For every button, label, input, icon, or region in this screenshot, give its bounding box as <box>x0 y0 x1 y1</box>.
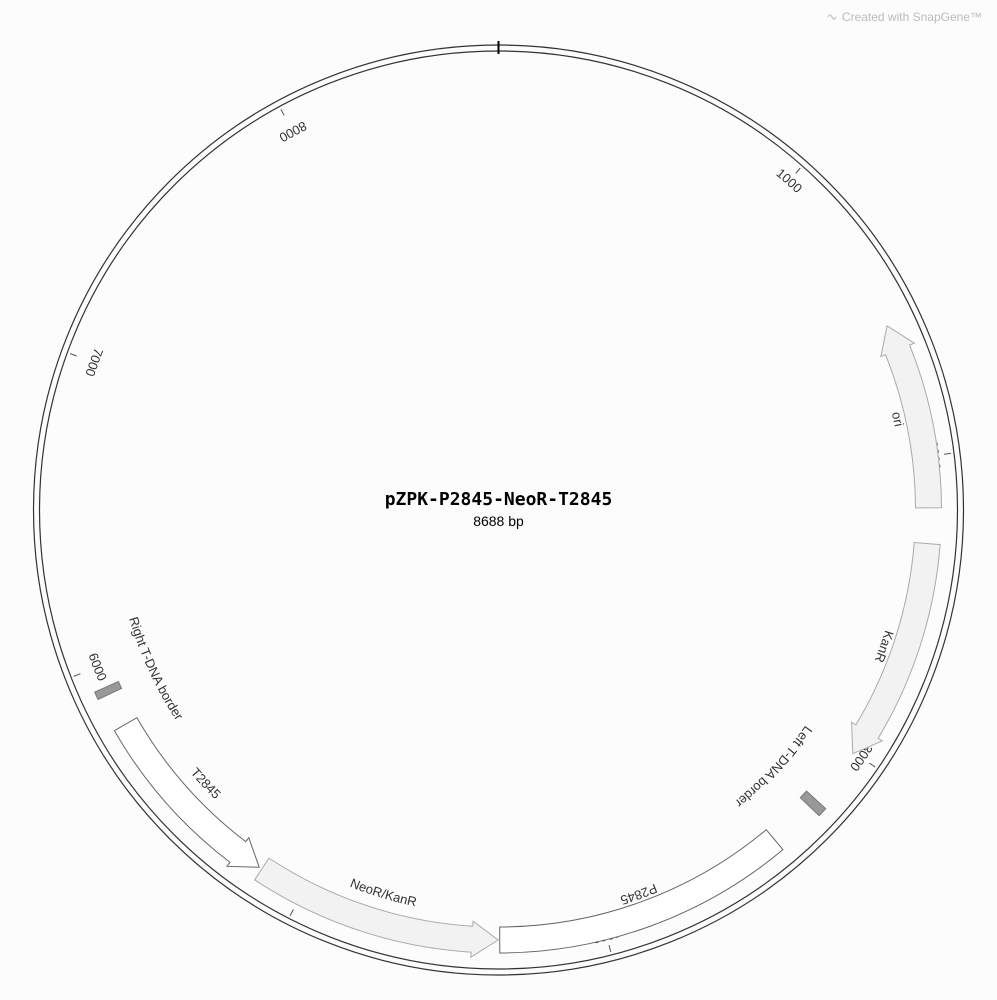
feature-label: ori <box>889 410 907 428</box>
svg-text:1000: 1000 <box>773 165 805 196</box>
feature-label: Right T-DNA border <box>126 615 187 723</box>
feature-right-t-dna-border <box>95 681 122 699</box>
plasmid-map: 10002000300040005000600070008000oriKanRL… <box>0 0 997 1000</box>
svg-text:6000: 6000 <box>86 651 110 683</box>
svg-text:8000: 8000 <box>277 118 309 145</box>
svg-text:7000: 7000 <box>82 346 106 378</box>
feature-kanr <box>852 543 941 754</box>
plasmid-length: 8688 bp <box>473 513 524 529</box>
plasmid-title: pZPK-P2845-NeoR-T2845 <box>385 489 613 510</box>
feature-neor-kanr <box>255 858 499 957</box>
feature-left-t-dna-border <box>800 791 825 816</box>
